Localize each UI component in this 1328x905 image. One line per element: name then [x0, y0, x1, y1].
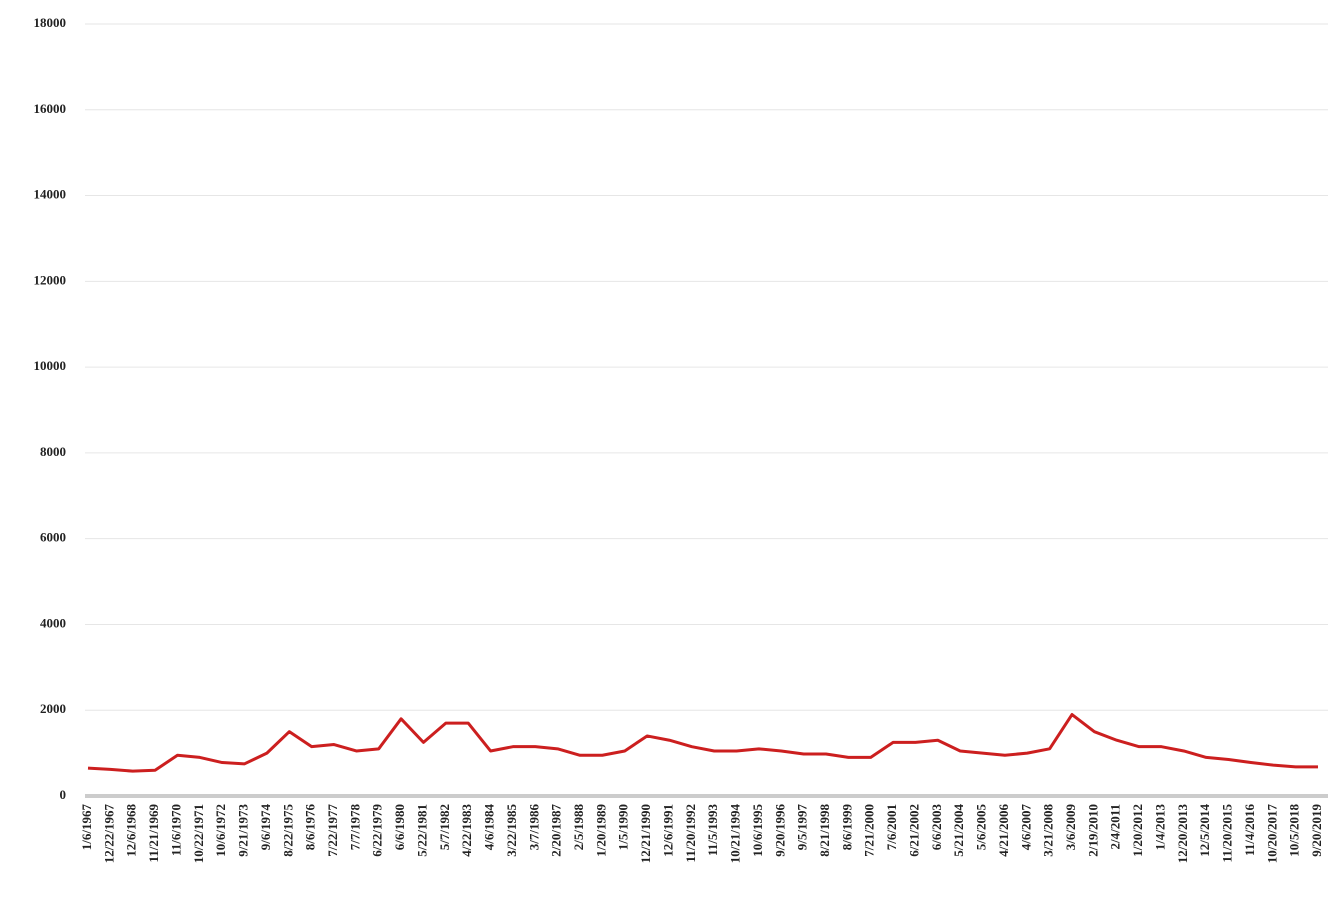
x-tick-label: 9/5/1997: [795, 804, 810, 851]
x-tick-label: 6/6/2003: [929, 804, 944, 851]
x-tick-label: 7/21/2000: [862, 804, 877, 857]
x-tick-label: 10/6/1972: [213, 804, 228, 857]
x-tick-label: 9/21/1973: [236, 804, 251, 857]
x-tick-label: 1/20/1989: [593, 804, 608, 857]
x-tick-label: 7/7/1978: [347, 804, 362, 851]
line: [87, 713, 1318, 773]
x-tick-label: 8/21/1998: [817, 804, 832, 857]
x-tick-label: 7/22/1977: [325, 804, 340, 857]
y-tick-label: 2000: [40, 701, 66, 716]
y-tick-label: 14000: [34, 187, 67, 202]
x-tick-label: 12/20/2013: [1175, 804, 1190, 864]
x-tick-label: 5/22/1981: [414, 804, 429, 857]
y-tick-label: 0: [60, 787, 67, 802]
x-tick-label: 1/5/1990: [616, 804, 631, 850]
x-tick-label: 8/6/1999: [839, 804, 854, 851]
x-tick-label: 11/6/1970: [168, 804, 183, 856]
x-tick-label: 1/4/2013: [1152, 804, 1167, 851]
y-tick-label: 8000: [40, 444, 66, 459]
x-tick-label: 10/5/2018: [1287, 804, 1302, 857]
x-tick-label: 3/6/2009: [1063, 804, 1078, 851]
x-tick-label: 4/6/2007: [1018, 804, 1033, 851]
x-tick-label: 3/7/1986: [526, 804, 541, 851]
x-tick-label: 10/22/1971: [191, 804, 206, 863]
x-tick-label: 11/20/2015: [1220, 804, 1235, 863]
x-tick-label: 1/20/2012: [1130, 804, 1145, 857]
x-tick-label: 2/5/1988: [571, 804, 586, 851]
y-tick-label: 12000: [34, 272, 67, 287]
x-tick-label: 12/22/1967: [101, 804, 116, 864]
y-tick-label: 18000: [34, 15, 67, 30]
y-tick-label: 16000: [34, 101, 67, 116]
x-tick-label: 10/20/2017: [1264, 804, 1279, 864]
y-tick-label: 10000: [34, 358, 67, 373]
x-tick-label: 6/22/1979: [370, 804, 385, 857]
x-tick-label: 5/6/2005: [974, 804, 989, 851]
x-tick-label: 2/20/1987: [549, 804, 564, 857]
x-tick-label: 1/6/1967: [79, 804, 94, 851]
x-tick-label: 5/7/1982: [437, 804, 452, 850]
x-tick-label: 11/4/2016: [1242, 804, 1257, 857]
x-tick-label: 6/21/2002: [906, 804, 921, 857]
x-tick-label: 12/6/1991: [660, 804, 675, 857]
x-tick-label: 11/21/1969: [146, 804, 161, 863]
x-tick-label: 11/20/1992: [683, 804, 698, 863]
x-tick-label: 2/4/2011: [1108, 804, 1123, 850]
x-tick-label: 12/6/1968: [124, 804, 139, 857]
x-tick-label: 9/20/2019: [1309, 804, 1324, 857]
x-tick-label: 12/21/1990: [638, 804, 653, 863]
x-tick-label: 12/5/2014: [1197, 804, 1212, 857]
x-tick-label: 2/19/2010: [1085, 804, 1100, 857]
x-tick-label: 3/22/1985: [504, 804, 519, 857]
x-tick-label: 9/6/1974: [258, 804, 273, 851]
y-tick-label: 4000: [40, 615, 66, 630]
x-tick-label: 4/21/2006: [996, 804, 1011, 857]
x-tick-label: 9/20/1996: [772, 804, 787, 857]
y-tick-label: 6000: [40, 530, 66, 545]
x-tick-label: 7/6/2001: [884, 804, 899, 850]
x-tick-label: 4/6/1984: [482, 804, 497, 851]
x-tick-label: 4/22/1983: [459, 804, 474, 857]
x-tick-label: 3/21/2008: [1041, 804, 1056, 857]
x-tick-label: 8/22/1975: [280, 804, 295, 857]
x-tick-label: 11/5/1993: [705, 804, 720, 857]
x-tick-label: 10/6/1995: [750, 804, 765, 857]
x-tick-label: 6/6/1980: [392, 804, 407, 850]
x-tick-label: 8/6/1976: [303, 804, 318, 851]
x-tick-label: 5/21/2004: [951, 804, 966, 857]
x-tick-label: 10/21/1994: [728, 804, 743, 864]
